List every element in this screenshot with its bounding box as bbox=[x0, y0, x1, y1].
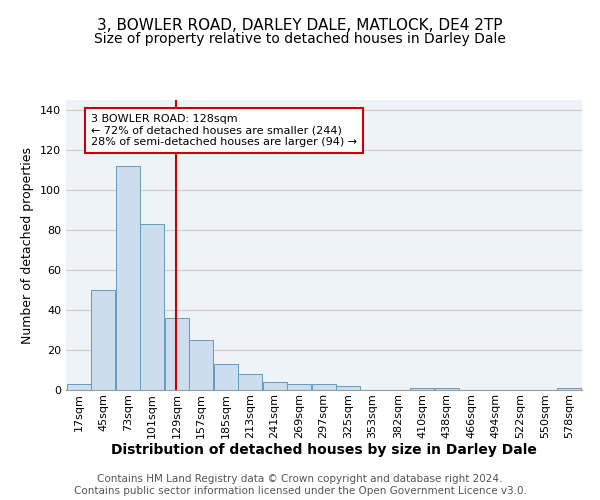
Bar bbox=[91, 290, 115, 390]
Text: Size of property relative to detached houses in Darley Dale: Size of property relative to detached ho… bbox=[94, 32, 506, 46]
Bar bbox=[336, 386, 360, 390]
Y-axis label: Number of detached properties: Number of detached properties bbox=[22, 146, 34, 344]
Text: Contains HM Land Registry data © Crown copyright and database right 2024.: Contains HM Land Registry data © Crown c… bbox=[97, 474, 503, 484]
Bar bbox=[557, 388, 581, 390]
Bar bbox=[311, 384, 335, 390]
Bar bbox=[164, 318, 188, 390]
Text: Contains public sector information licensed under the Open Government Licence v3: Contains public sector information licen… bbox=[74, 486, 526, 496]
Bar bbox=[189, 340, 213, 390]
Bar bbox=[116, 166, 140, 390]
Bar bbox=[410, 388, 434, 390]
Bar bbox=[287, 384, 311, 390]
Bar bbox=[435, 388, 459, 390]
Text: 3 BOWLER ROAD: 128sqm
← 72% of detached houses are smaller (244)
28% of semi-det: 3 BOWLER ROAD: 128sqm ← 72% of detached … bbox=[91, 114, 357, 147]
Text: 3, BOWLER ROAD, DARLEY DALE, MATLOCK, DE4 2TP: 3, BOWLER ROAD, DARLEY DALE, MATLOCK, DE… bbox=[97, 18, 503, 32]
Bar bbox=[263, 382, 287, 390]
X-axis label: Distribution of detached houses by size in Darley Dale: Distribution of detached houses by size … bbox=[111, 444, 537, 458]
Bar bbox=[67, 384, 91, 390]
Bar bbox=[214, 364, 238, 390]
Bar bbox=[140, 224, 164, 390]
Bar bbox=[238, 374, 262, 390]
